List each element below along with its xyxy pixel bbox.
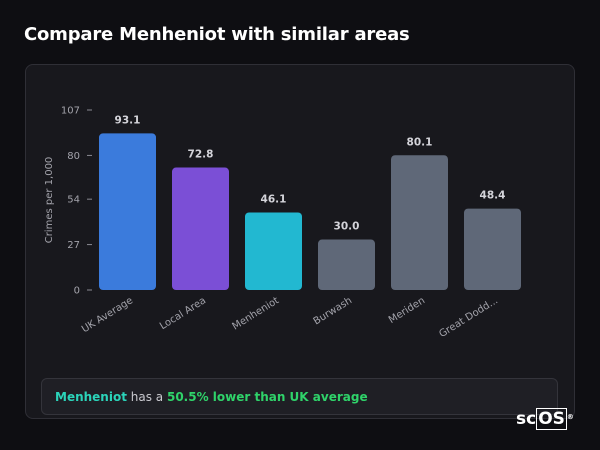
- bar: [172, 167, 229, 290]
- y-tick-label: 54: [67, 195, 80, 206]
- y-tick-label: 107: [61, 106, 80, 117]
- y-tick-label: 80: [67, 151, 80, 162]
- y-axis-label: Crimes per 1,000: [44, 157, 55, 244]
- x-tick-label: Burwash: [312, 295, 354, 327]
- y-tick-label: 0: [74, 286, 80, 297]
- bar-value-label: 30.0: [334, 221, 360, 233]
- x-tick-label: Local Area: [158, 295, 208, 332]
- bar-value-label: 48.4: [480, 190, 506, 202]
- x-tick-label: UK Average: [80, 295, 135, 335]
- bar-value-label: 46.1: [261, 193, 287, 205]
- bar: [318, 239, 375, 290]
- x-tick-label: Great Dodd...: [437, 295, 500, 340]
- x-tick-label: Menheniot: [231, 295, 282, 332]
- brand-logo: sc OS ®: [516, 408, 574, 430]
- bar-value-label: 80.1: [407, 136, 433, 148]
- x-tick-label: Meriden: [387, 295, 427, 326]
- summary-delta: 50.5% lower than UK average: [166, 389, 368, 404]
- bar-chart: Crimes per 1,000 0 27 54 80 107 93.1 UK Average…: [44, 106, 521, 340]
- y-tick-label: 27: [67, 240, 80, 251]
- bar: [99, 133, 156, 290]
- bar-value-label: 93.1: [115, 114, 141, 126]
- bar: [391, 155, 448, 290]
- summary-banner: Menheniot has a 50.5% lower than UK aver…: [41, 378, 558, 415]
- summary-text: has a: [126, 389, 167, 404]
- bar-value-label: 72.8: [188, 149, 214, 161]
- bar: [245, 212, 302, 290]
- page-title: Compare Menheniot with similar areas: [24, 24, 410, 45]
- bar: [464, 208, 521, 290]
- summary-place: Menheniot: [55, 389, 127, 404]
